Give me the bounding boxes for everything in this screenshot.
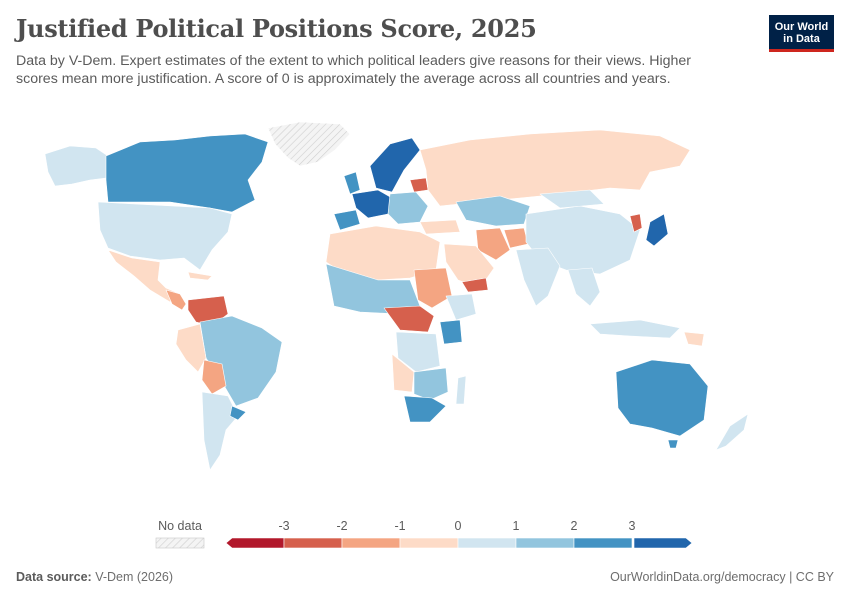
legend-bin[interactable] (225, 537, 285, 549)
region-korea[interactable] (629, 213, 643, 233)
legend-tick-label: 0 (455, 519, 462, 533)
legend-bin[interactable] (515, 537, 575, 549)
region-australia[interactable] (615, 359, 709, 437)
region-cuba[interactable] (187, 271, 213, 281)
region-uk[interactable] (343, 171, 361, 195)
world-map[interactable] (0, 110, 850, 510)
region-iran[interactable] (475, 227, 511, 261)
legend-tick-label: 3 (629, 519, 636, 533)
legend-bin[interactable] (633, 537, 693, 549)
region-greenland[interactable] (267, 121, 351, 167)
legend-bin[interactable] (457, 537, 517, 549)
chart-subtitle: Data by V-Dem. Expert estimates of the e… (16, 53, 692, 87)
owid-link[interactable]: OurWorldinData.org/democracy | CC BY (610, 570, 834, 584)
legend-tick-label: -1 (394, 519, 405, 533)
data-source-value: V-Dem (2026) (95, 570, 174, 584)
legend-bin[interactable] (283, 537, 343, 549)
region-madagascar[interactable] (455, 375, 467, 405)
region-central-america[interactable] (165, 289, 187, 311)
region-sudan[interactable] (413, 267, 453, 309)
region-ethiopia[interactable] (445, 293, 477, 321)
region-russia[interactable] (419, 129, 691, 207)
legend-bin[interactable] (399, 537, 459, 549)
legend: No data -3 -2 -1 0 1 2 3 (155, 519, 693, 549)
region-iberia[interactable] (333, 209, 361, 231)
legend-bin[interactable] (573, 537, 633, 549)
legend-bin[interactable] (341, 537, 401, 549)
region-alaska[interactable] (44, 145, 109, 187)
region-tasmania[interactable] (667, 439, 679, 449)
logo-line-1: Our World (774, 21, 829, 33)
region-kazakhstan[interactable] (455, 195, 531, 227)
legend-no-data-swatch (155, 537, 205, 549)
region-scandinavia[interactable] (369, 137, 421, 193)
legend-tick-label: 1 (513, 519, 520, 533)
region-mongolia[interactable] (539, 189, 605, 209)
region-uruguay[interactable] (229, 405, 247, 421)
region-indonesia[interactable] (589, 319, 681, 339)
chart-title: Justified Political Positions Score, 202… (16, 14, 537, 43)
region-india[interactable] (515, 247, 561, 307)
region-bolivia[interactable] (201, 359, 227, 395)
legend-tick-label: -2 (336, 519, 347, 533)
region-new-zealand[interactable] (715, 413, 749, 451)
region-east-africa[interactable] (439, 319, 463, 345)
data-source: Data source: V-Dem (2026) (16, 570, 173, 584)
region-south-africa[interactable] (403, 395, 447, 423)
legend-no-data-label: No data (158, 519, 202, 533)
region-central-africa[interactable] (383, 305, 435, 333)
region-angola[interactable] (391, 353, 415, 393)
region-drc[interactable] (395, 331, 441, 373)
region-argentina[interactable] (201, 391, 239, 471)
region-canada[interactable] (105, 133, 269, 213)
data-source-label: Data source: (16, 570, 92, 584)
region-japan[interactable] (645, 213, 669, 247)
owid-logo[interactable]: Our World in Data (769, 15, 834, 52)
region-southern-africa[interactable] (413, 367, 449, 401)
region-turkey[interactable] (419, 219, 461, 235)
region-western-europe[interactable] (351, 189, 393, 219)
region-usa[interactable] (97, 201, 233, 271)
region-peru[interactable] (175, 323, 207, 373)
region-eastern-europe[interactable] (387, 191, 429, 225)
logo-line-2: in Data (783, 33, 820, 45)
region-southeast-asia[interactable] (567, 267, 601, 307)
legend-tick-label: -3 (278, 519, 289, 533)
region-png[interactable] (683, 331, 705, 347)
region-yemen[interactable] (461, 277, 489, 293)
region-belarus[interactable] (409, 177, 429, 193)
legend-tick-label: 2 (571, 519, 578, 533)
